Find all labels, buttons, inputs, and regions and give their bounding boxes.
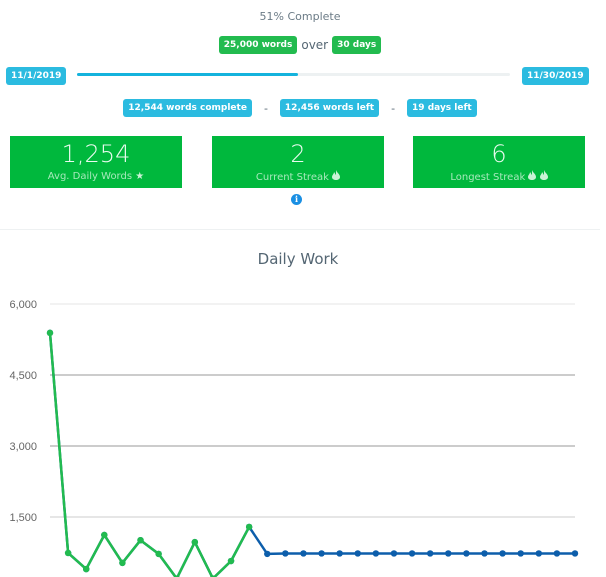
data-point[interactable]	[571, 550, 579, 557]
data-point[interactable]	[499, 550, 506, 557]
flame-icon	[332, 170, 341, 180]
goal-days-badge: 30 days	[332, 36, 382, 54]
end-date-badge: 11/30/2019	[522, 67, 589, 85]
data-point[interactable]	[318, 550, 325, 557]
card-label: Avg. Daily Words ★	[47, 171, 145, 182]
card-label: Current Streak	[212, 170, 384, 185]
flame-icon	[528, 170, 537, 180]
data-point[interactable]	[517, 550, 524, 557]
percent-complete: 51% Complete	[259, 10, 341, 23]
data-point[interactable]	[445, 550, 452, 557]
separator: -	[391, 101, 396, 115]
data-point[interactable]	[119, 559, 126, 567]
data-point[interactable]	[481, 550, 488, 557]
data-point[interactable]	[553, 550, 561, 557]
data-point[interactable]	[191, 538, 199, 546]
avg-daily-words-card: 1,254 Avg. Daily Words ★	[10, 136, 182, 188]
words-complete-badge: 12,544 words complete	[123, 99, 252, 117]
chart-title: Daily Work	[257, 250, 339, 268]
start-date-badge: 11/1/2019	[6, 67, 67, 85]
data-point[interactable]	[390, 550, 398, 557]
data-point[interactable]	[336, 550, 343, 557]
data-point[interactable]	[245, 523, 253, 531]
data-point[interactable]	[227, 557, 235, 565]
data-point[interactable]	[137, 536, 144, 544]
data-point[interactable]	[372, 550, 380, 557]
data-point[interactable]	[46, 329, 54, 337]
series-line	[48, 332, 251, 577]
progress-bar	[77, 73, 510, 76]
y-tick-label: 6,000	[9, 299, 37, 311]
data-point[interactable]	[463, 550, 470, 557]
data-point[interactable]	[64, 549, 72, 557]
data-point[interactable]	[264, 550, 271, 558]
data-point[interactable]	[408, 550, 416, 557]
y-tick-label: 3,000	[9, 441, 37, 453]
card-value: 1,254	[61, 140, 131, 168]
section-divider	[0, 229, 600, 230]
data-point[interactable]	[354, 550, 361, 557]
flame-icon	[539, 170, 548, 180]
series-line	[48, 332, 575, 577]
y-tick-label: 1,500	[9, 512, 37, 524]
data-point[interactable]	[101, 531, 108, 539]
data-point[interactable]	[83, 565, 90, 573]
data-point[interactable]	[155, 550, 162, 558]
card-label: Longest Streak	[413, 170, 585, 185]
data-point[interactable]	[282, 550, 289, 557]
y-tick-label: 4,500	[9, 370, 37, 382]
separator: -	[263, 101, 268, 115]
over-label: over	[301, 38, 329, 52]
data-point[interactable]	[426, 550, 434, 557]
data-point[interactable]	[300, 550, 307, 557]
card-value: 2	[290, 140, 306, 168]
card-value: 6	[491, 140, 507, 168]
words-left-badge: 12,456 words left	[279, 99, 380, 117]
data-point[interactable]	[535, 550, 542, 557]
goal-words-badge: 25,000 words	[218, 36, 298, 54]
star-icon: ★	[135, 171, 145, 182]
goal-summary: 25,000 words over 30 days	[0, 36, 600, 54]
longest-streak-card: 6 Longest Streak	[413, 136, 585, 188]
progress-stats: 12,544 words complete - 12,456 words lef…	[0, 99, 600, 117]
days-left-badge: 19 days left	[407, 99, 477, 117]
current-streak-card: 2 Current Streak	[212, 136, 384, 188]
info-icon[interactable]: i	[291, 194, 302, 205]
progress-fill	[77, 73, 298, 76]
